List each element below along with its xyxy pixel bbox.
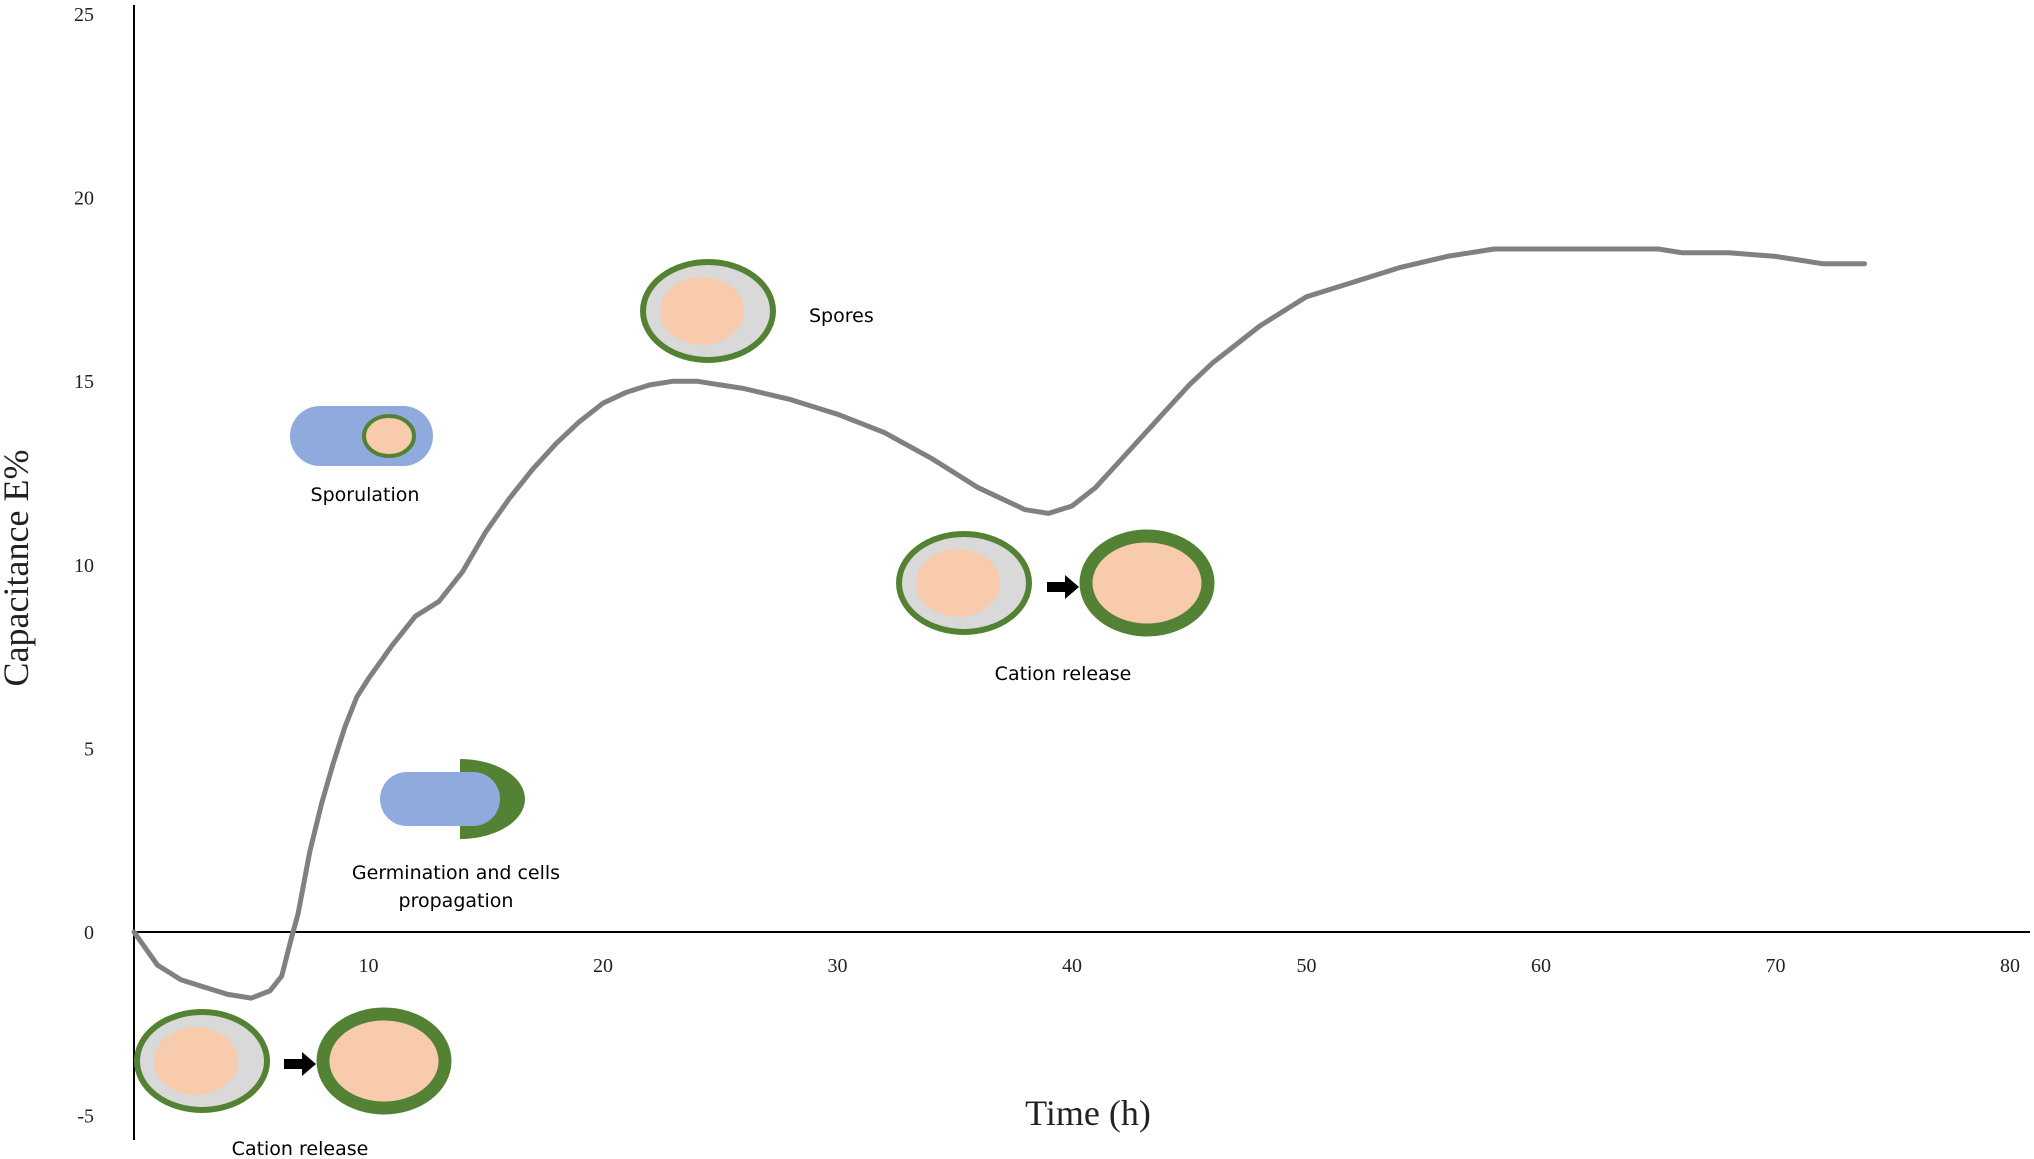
arrow-right-icon bbox=[284, 1052, 316, 1076]
y-tick-label: 15 bbox=[74, 371, 94, 393]
annotation-germination: Germination and cells propagation bbox=[352, 759, 560, 912]
x-tick-label: 60 bbox=[1531, 955, 1551, 977]
y-tick-label: 10 bbox=[74, 555, 94, 577]
germinated-spore-icon bbox=[1086, 536, 1208, 630]
spores-label: Spores bbox=[809, 305, 874, 327]
x-tick-label: 30 bbox=[828, 955, 848, 977]
annotation-cation-release-middle: Cation release bbox=[899, 534, 1208, 685]
cation-release-label: Cation release bbox=[995, 663, 1132, 685]
germinating-cell-icon bbox=[380, 759, 525, 839]
capacitance-series-line bbox=[131, 246, 1868, 1001]
x-tick-labels: 10 20 30 40 50 60 70 80 bbox=[359, 955, 2021, 977]
x-tick-label: 70 bbox=[1766, 955, 1786, 977]
sporulation-label: Sporulation bbox=[311, 484, 420, 506]
germination-label-line2: propagation bbox=[399, 890, 514, 912]
annotation-sporulation: Sporulation bbox=[290, 406, 433, 506]
germination-label-line1: Germination and cells bbox=[352, 862, 560, 884]
x-tick-label: 10 bbox=[359, 955, 379, 977]
x-tick-label: 80 bbox=[2000, 955, 2020, 977]
sporulating-cell-icon bbox=[290, 406, 433, 466]
arrow-right-icon bbox=[1047, 575, 1079, 599]
x-tick-label: 20 bbox=[593, 955, 613, 977]
spore-icon bbox=[899, 534, 1029, 632]
y-tick-label: 20 bbox=[74, 188, 94, 210]
annotation-cation-release-bottom: Cation release bbox=[137, 1012, 445, 1159]
cation-release-label: Cation release bbox=[232, 1138, 369, 1159]
x-tick-label: 50 bbox=[1297, 955, 1317, 977]
annotation-spores: Spores bbox=[643, 262, 874, 360]
y-tick-label: 25 bbox=[74, 4, 94, 26]
germinated-spore-icon bbox=[323, 1014, 445, 1108]
y-tick-label: -5 bbox=[77, 1106, 94, 1128]
x-axis-title: Time (h) bbox=[1025, 1093, 1151, 1133]
y-tick-label: 0 bbox=[84, 922, 94, 944]
y-axis-title: Capacitance E% bbox=[0, 450, 36, 687]
y-tick-labels: -5 0 5 10 15 20 25 bbox=[74, 4, 94, 1128]
spore-icon bbox=[137, 1012, 267, 1110]
y-tick-label: 5 bbox=[84, 738, 94, 760]
spore-icon bbox=[643, 262, 773, 360]
x-tick-label: 40 bbox=[1062, 955, 1082, 977]
